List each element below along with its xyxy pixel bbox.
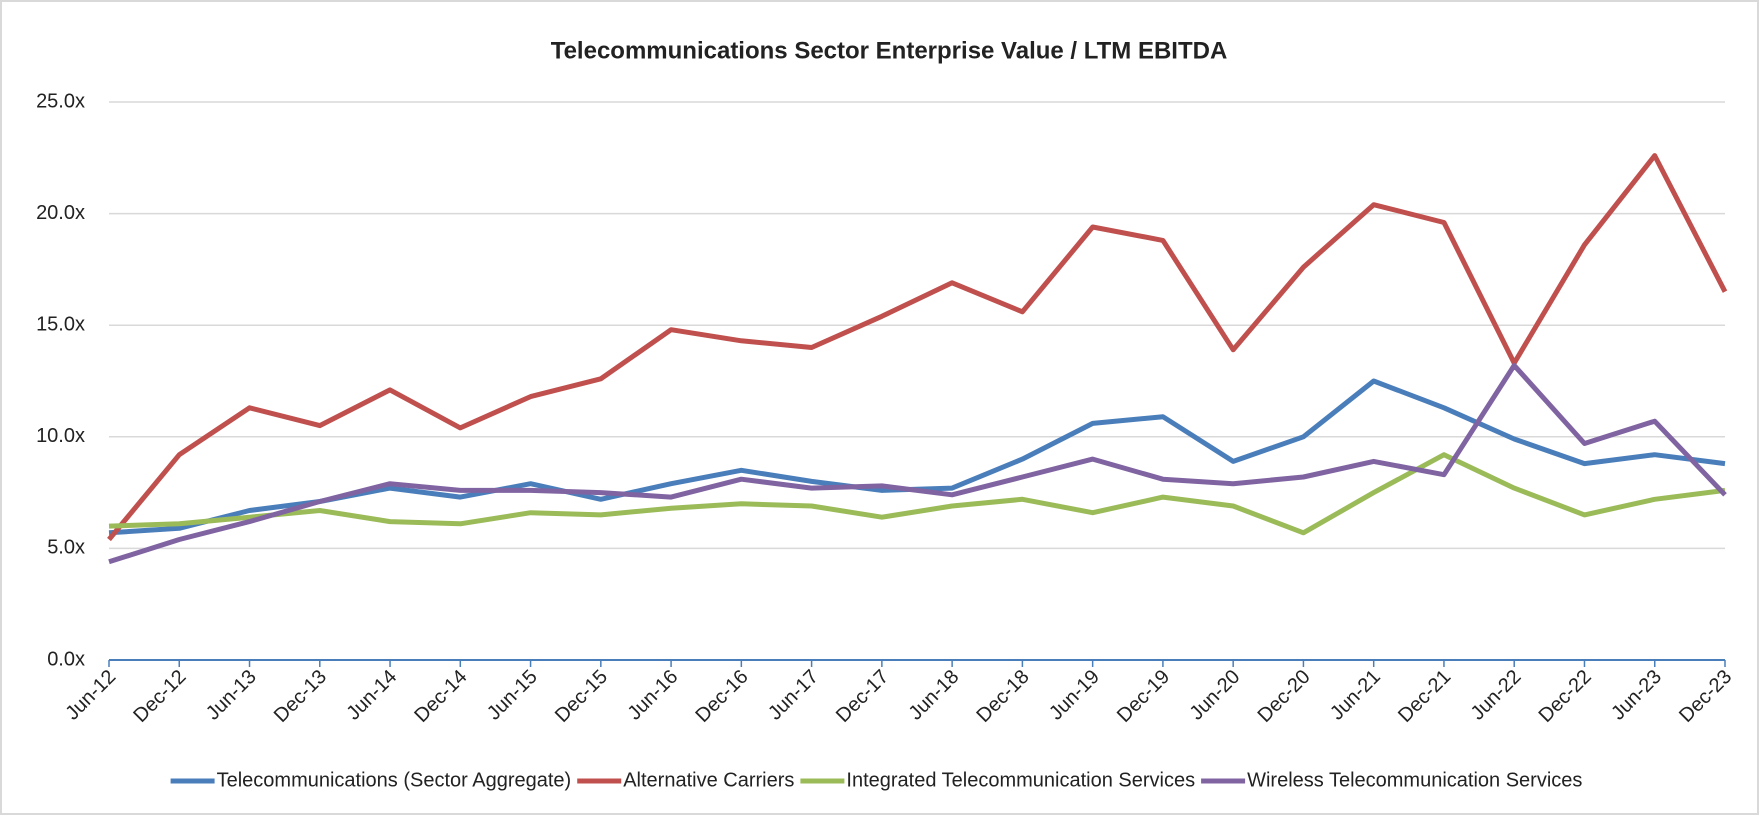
y-tick-label: 5.0x <box>47 537 85 559</box>
legend-label: Telecommunications (Sector Aggregate) <box>217 769 572 791</box>
legend-label: Wireless Telecommunication Services <box>1247 769 1582 791</box>
y-tick-label: 20.0x <box>36 202 85 224</box>
series-line <box>107 153 1728 542</box>
legend-label: Integrated Telecommunication Services <box>846 769 1195 791</box>
y-tick-label: 0.0x <box>47 648 85 670</box>
chart-title: Telecommunications Sector Enterprise Val… <box>551 37 1228 64</box>
y-tick-label: 10.0x <box>36 425 85 447</box>
y-tick-label: 25.0x <box>36 90 85 112</box>
y-tick-label: 15.0x <box>36 313 85 335</box>
series-line <box>108 362 1727 565</box>
legend-label: Alternative Carriers <box>623 769 794 791</box>
